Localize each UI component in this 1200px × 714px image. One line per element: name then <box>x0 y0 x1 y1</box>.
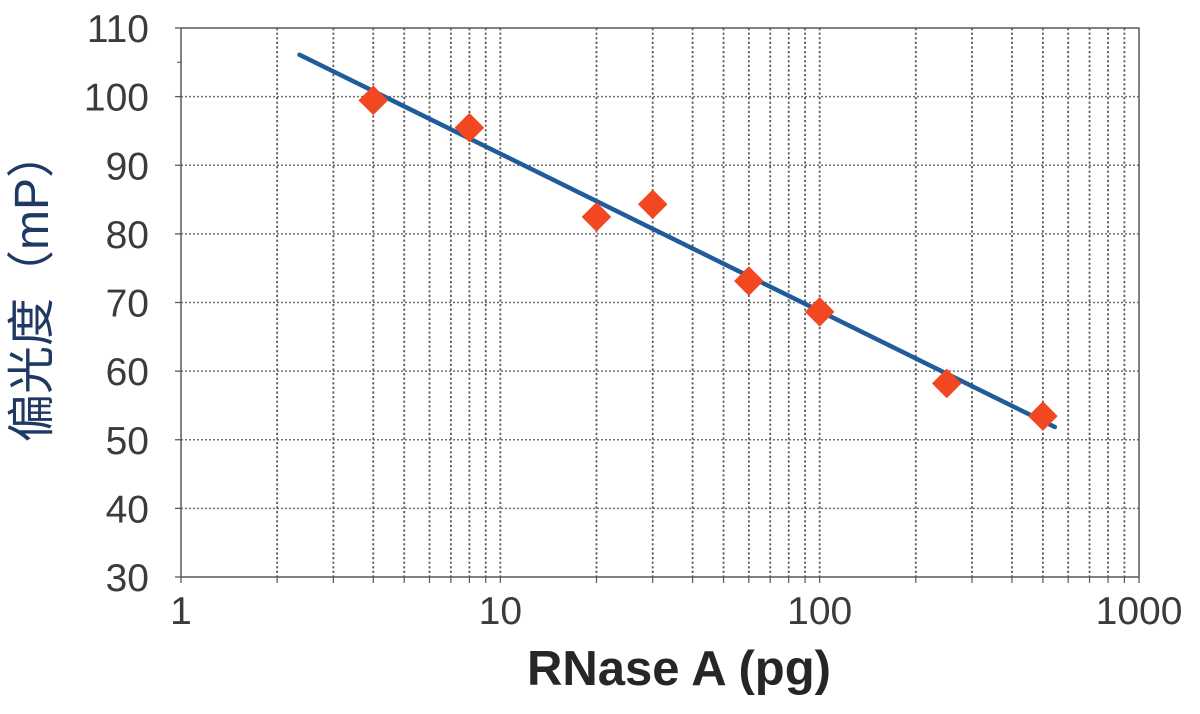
svg-text:1: 1 <box>170 590 192 633</box>
svg-text:90: 90 <box>106 145 149 188</box>
svg-text:10: 10 <box>479 590 522 633</box>
svg-text:80: 80 <box>106 214 149 257</box>
svg-text:50: 50 <box>106 420 149 463</box>
svg-text:30: 30 <box>106 557 149 600</box>
svg-text:40: 40 <box>106 488 149 531</box>
svg-text:100: 100 <box>84 77 149 120</box>
svg-text:1000: 1000 <box>1096 590 1183 633</box>
svg-text:60: 60 <box>106 351 149 394</box>
svg-text:70: 70 <box>106 283 149 326</box>
svg-text:100: 100 <box>787 590 852 633</box>
svg-text:110: 110 <box>87 8 149 51</box>
